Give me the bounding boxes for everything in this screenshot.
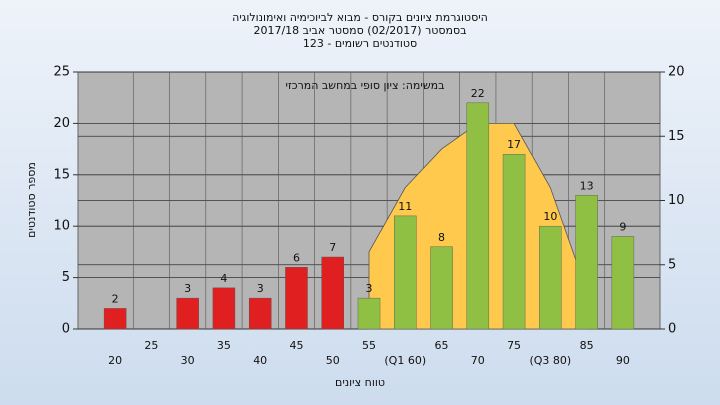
x-tick-label: (Q1 60) — [384, 354, 426, 367]
annotation: במשימה: ציון סופי במחשב המרכזי — [285, 79, 444, 92]
bar-shade — [539, 226, 562, 329]
y-tick-label: 5 — [62, 270, 70, 285]
data-label: 13 — [580, 179, 594, 192]
bar-shade — [466, 102, 489, 329]
x-tick-label: 35 — [217, 339, 231, 352]
bar-shade — [503, 154, 526, 329]
y2-tick-label: 10 — [668, 193, 685, 208]
data-label: 3 — [366, 282, 373, 295]
x-tick-label: 25 — [144, 339, 158, 352]
data-label: 10 — [543, 210, 557, 223]
bar-shade — [321, 257, 344, 329]
data-label: 7 — [329, 241, 336, 254]
data-label: 22 — [471, 87, 485, 100]
x-tick-label: 45 — [289, 339, 303, 352]
bar-shade — [285, 267, 308, 329]
y-axis-label: מספר סטודנטים — [25, 162, 38, 238]
bar-shade — [394, 215, 417, 329]
x-tick-label: 40 — [253, 354, 267, 367]
bar-shade — [176, 298, 199, 329]
y-tick-label: 25 — [53, 65, 70, 80]
y-tick-label: 15 — [53, 167, 70, 182]
x-axis-label: טווח ציונים — [335, 376, 385, 389]
x-tick-label: 70 — [471, 354, 485, 367]
data-label: 3 — [257, 282, 264, 295]
data-label: 3 — [184, 282, 191, 295]
x-tick-label: 50 — [326, 354, 340, 367]
chart-subtitle: בסמסטר (02/2017) סמסטר אביב 2017/18 — [253, 24, 466, 37]
y2-tick-label: 20 — [668, 65, 685, 80]
bar-shade — [249, 298, 272, 329]
data-label: 9 — [619, 220, 626, 233]
bar-shade — [430, 246, 453, 329]
data-label: 11 — [398, 200, 412, 213]
chart-subtitle: סטודנטים רשומים - 123 — [303, 37, 417, 50]
x-tick-label: 55 — [362, 339, 376, 352]
y2-tick-label: 0 — [668, 322, 676, 337]
y-tick-label: 10 — [53, 219, 70, 234]
x-tick-label: 65 — [435, 339, 449, 352]
data-label: 17 — [507, 138, 521, 151]
x-tick-label: 85 — [580, 339, 594, 352]
bar-shade — [212, 287, 235, 329]
x-tick-label: 75 — [507, 339, 521, 352]
bar-shade — [358, 298, 380, 329]
x-tick-label: 20 — [108, 354, 122, 367]
data-label: 6 — [293, 251, 300, 264]
data-label: 4 — [220, 272, 227, 285]
x-tick-label: 30 — [181, 354, 195, 367]
bar-shade — [611, 236, 634, 329]
data-label: 8 — [438, 231, 445, 244]
x-tick-label: 90 — [616, 354, 630, 367]
y-tick-label: 20 — [53, 116, 70, 131]
y2-tick-label: 5 — [668, 257, 676, 272]
bar-shade — [104, 308, 127, 329]
chart-title: היסטוגרמת ציונים בקורס - מבוא לביוכימיה … — [232, 11, 488, 24]
marks — [103, 102, 635, 330]
bar-shade — [575, 195, 598, 329]
y2-tick-label: 15 — [668, 129, 685, 144]
y-tick-label: 0 — [62, 322, 70, 337]
x-tick-label: (Q3 80) — [529, 354, 571, 367]
data-label: 2 — [112, 292, 119, 305]
